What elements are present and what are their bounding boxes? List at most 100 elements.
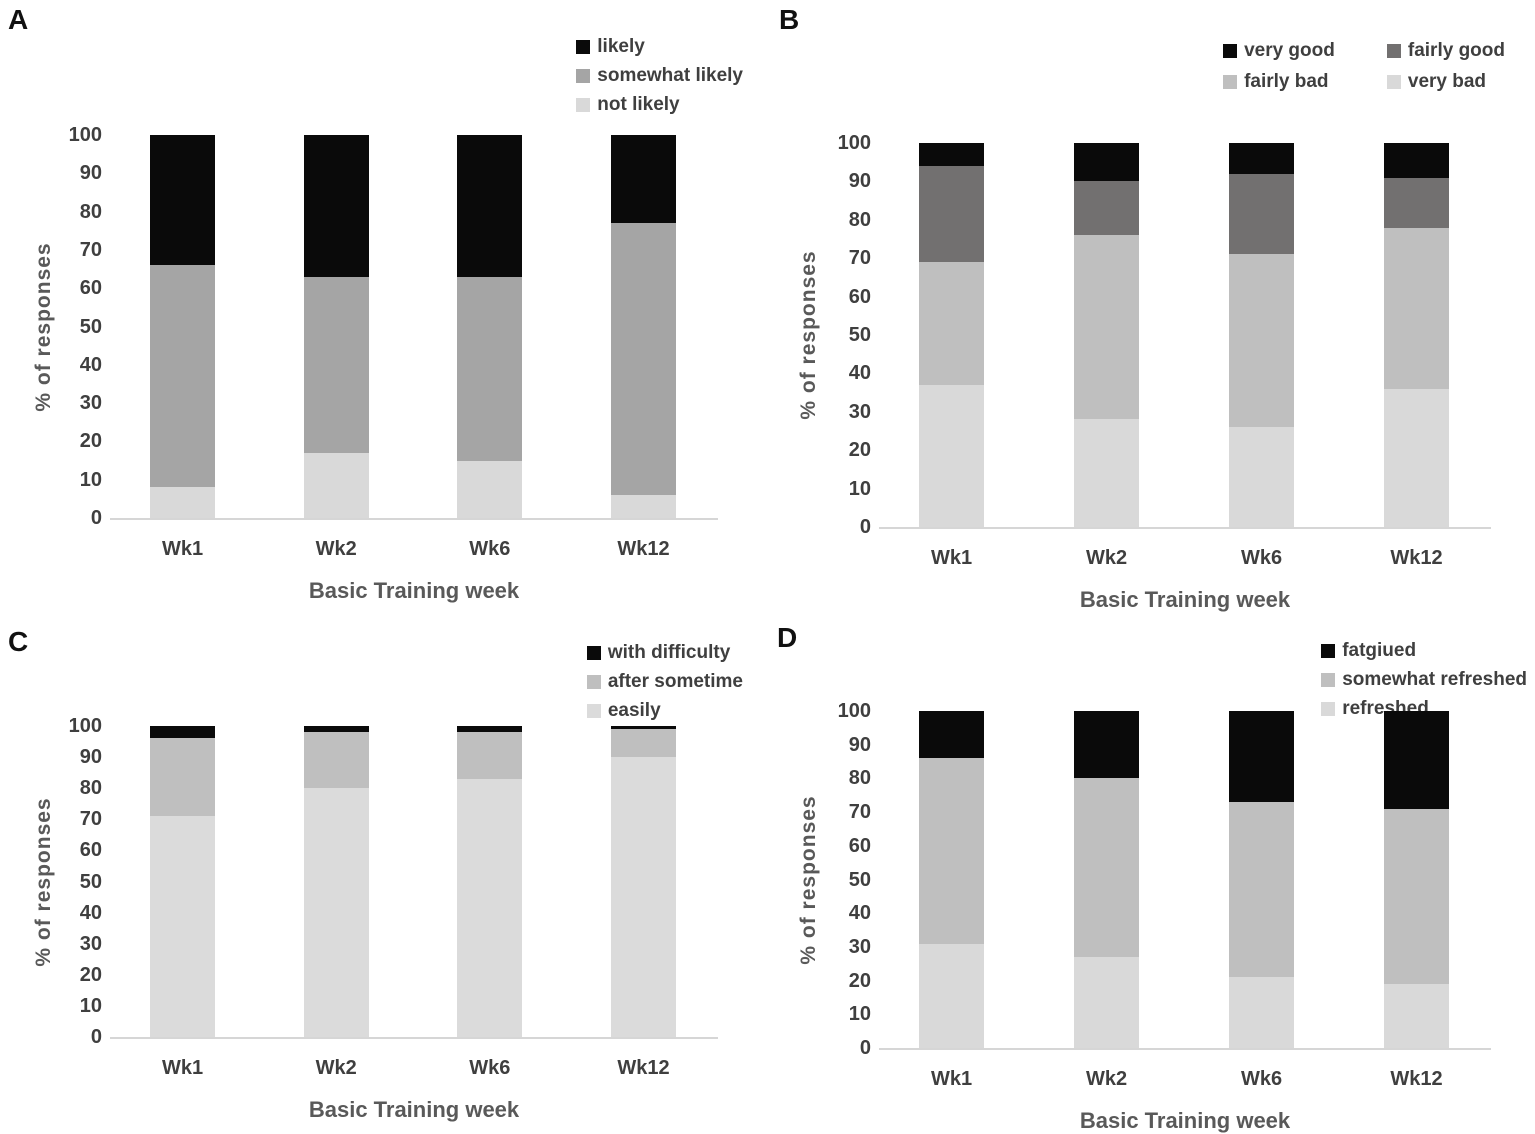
- legend-swatch-icon: [1223, 75, 1238, 89]
- y-tick-label: 10: [79, 994, 102, 1017]
- y-tick-label: 20: [848, 439, 871, 462]
- bar-segment-very-good: [1384, 143, 1449, 178]
- legend: fatgiued somewhat refreshed refreshed: [1321, 640, 1527, 720]
- y-tick-label: 100: [837, 700, 871, 722]
- y-tick-label: 50: [848, 324, 871, 346]
- y-tick-label: 60: [848, 834, 871, 857]
- panel-letter: D: [777, 622, 798, 653]
- legend-item: fairly good: [1386, 40, 1505, 62]
- y-tick-label: 10: [848, 477, 871, 500]
- bar-segment-refreshed: [919, 943, 984, 1048]
- x-category-label: Wk6: [469, 1057, 511, 1079]
- bar-segment-somewhat-refreshed: [1229, 802, 1294, 978]
- legend-item: very good: [1223, 40, 1335, 62]
- bar-segment-likely: [457, 135, 523, 277]
- stacked-bar-wk2: [303, 135, 369, 518]
- legend-item: somewhat refreshed: [1321, 669, 1527, 691]
- y-tick-label: 70: [848, 801, 871, 824]
- y-tick-label: 30: [848, 400, 871, 423]
- bar-segment-refreshed: [1229, 977, 1294, 1048]
- legend-label: fairly good: [1407, 40, 1505, 61]
- legend-label: fatgiued: [1342, 640, 1417, 661]
- bar-segment-fatgiued: [1229, 711, 1294, 802]
- legend-label: with difficulty: [607, 642, 731, 663]
- x-category-label: Wk2: [315, 1057, 357, 1079]
- legend-item: somewhat likely: [576, 65, 743, 87]
- x-category-label: Wk12: [1390, 1068, 1443, 1090]
- bars-container: [879, 711, 1491, 1050]
- y-tick-label: 0: [90, 507, 102, 529]
- y-tick-label: 20: [79, 963, 102, 986]
- x-axis-title: Basic Training week: [308, 1097, 520, 1122]
- panel-c: C with difficulty after sometime easily % …: [0, 620, 767, 1131]
- bar-segment-very-good: [919, 143, 984, 167]
- legend-swatch-icon: [1223, 44, 1238, 58]
- legend-label: likely: [597, 36, 645, 57]
- y-axis-tick-labels: 0 10 20 30 40 50 60 70 80 90 100: [46, 125, 102, 528]
- x-category-label: Wk12: [617, 538, 670, 560]
- y-tick-label: 0: [90, 1026, 102, 1048]
- y-tick-label: 70: [848, 247, 871, 270]
- legend-item: with difficulty: [586, 642, 743, 664]
- legend-swatch-icon: [1386, 44, 1401, 58]
- y-tick-label: 100: [68, 715, 102, 737]
- plot-area: 0 10 20 30 40 50 60 70 80 90 100 Wk1 Wk2 Wk6 Wk12 Bas…: [69, 125, 718, 603]
- legend-swatch-icon: [1386, 75, 1401, 89]
- x-axis-category-labels: Wk1 Wk2 Wk6 Wk12: [110, 538, 718, 561]
- stacked-bar-wk2: [303, 726, 369, 1037]
- bar-segment-refreshed: [1384, 983, 1449, 1048]
- y-tick-label: 10: [79, 468, 102, 491]
- bar-segment-very-bad: [1384, 388, 1449, 527]
- bar-segment-easily: [457, 778, 523, 1037]
- x-category-label: Wk6: [1240, 1068, 1283, 1090]
- y-tick-label: 60: [79, 839, 102, 862]
- legend-item: not likely: [576, 94, 743, 116]
- legend-swatch-icon: [576, 69, 591, 83]
- legend-swatch-icon: [1321, 644, 1336, 658]
- bar-segment-fatgiued: [919, 711, 984, 759]
- y-tick-label: 30: [848, 935, 871, 958]
- y-tick-label: 90: [79, 746, 102, 769]
- x-axis-title: Basic Training week: [1079, 1108, 1291, 1133]
- bar-segment-not-likely: [610, 495, 676, 518]
- x-axis-category-labels: Wk1 Wk2 Wk6 Wk12: [879, 1068, 1491, 1091]
- panel-b: B very good fairly good fairly bad very bad…: [767, 0, 1535, 620]
- x-category-label: Wk1: [930, 547, 973, 569]
- y-tick-label: 80: [848, 208, 871, 231]
- stacked-bar-wk1: [919, 711, 984, 1048]
- bars-container: [110, 135, 718, 520]
- legend: with difficulty after sometime easily: [586, 642, 743, 722]
- bar-segment-after-sometime: [150, 738, 215, 817]
- y-tick-label: 100: [68, 124, 102, 146]
- bar-segment-somewhat-refreshed: [1074, 778, 1139, 958]
- legend: likely somewhat likely not likely: [576, 36, 743, 116]
- bar-segment-fairly-bad: [1384, 227, 1449, 389]
- bar-segment-very-bad: [1074, 419, 1139, 527]
- legend-swatch-icon: [576, 98, 591, 112]
- bar-segment-very-good: [1229, 143, 1294, 174]
- bar-segment-not-likely: [150, 487, 215, 518]
- legend: very good fairly good fairly bad very bad: [1223, 40, 1505, 93]
- y-tick-label: 30: [79, 932, 102, 955]
- y-tick-label: 80: [79, 777, 102, 800]
- y-axis-tick-labels: 0 10 20 30 40 50 60 70 80 90 100: [815, 133, 871, 537]
- bar-segment-somewhat-likely: [610, 223, 676, 496]
- y-tick-label: 20: [79, 430, 102, 453]
- bar-segment-after-sometime: [457, 732, 523, 779]
- bar-segment-easily: [303, 788, 369, 1037]
- stacked-bar-wk12: [1384, 711, 1449, 1048]
- legend-item: fairly bad: [1223, 71, 1335, 93]
- bar-segment-with-difficulty: [457, 726, 523, 733]
- x-category-label: Wk12: [617, 1057, 670, 1079]
- bar-segment-with-difficulty: [303, 726, 369, 733]
- bar-segment-fairly-good: [1074, 181, 1139, 236]
- stacked-bar-wk12: [610, 726, 676, 1037]
- bar-segment-fairly-bad: [919, 262, 984, 385]
- legend-item: after sometime: [586, 671, 743, 693]
- y-tick-label: 50: [848, 868, 871, 891]
- y-tick-label: 60: [848, 285, 871, 308]
- x-category-label: Wk2: [315, 538, 357, 560]
- legend-label: somewhat refreshed: [1342, 669, 1527, 690]
- stacked-bar-wk6: [457, 726, 523, 1037]
